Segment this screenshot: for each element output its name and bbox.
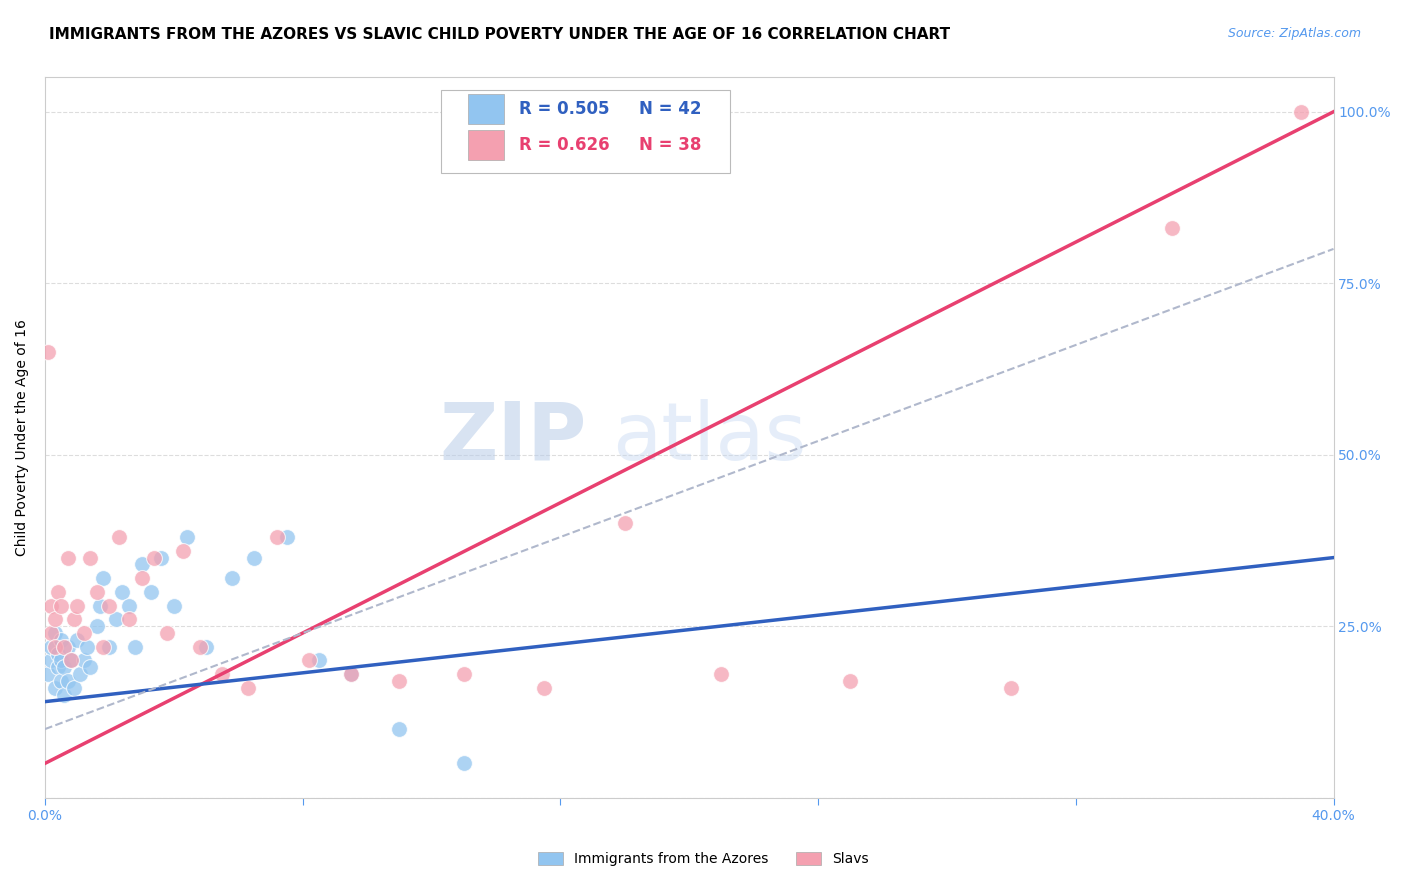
Point	[59, 653, 82, 667]
Point	[340, 667, 363, 681]
Point	[141, 585, 163, 599]
Point	[131, 558, 153, 572]
Point	[53, 660, 76, 674]
Point	[1291, 104, 1313, 119]
Point	[156, 626, 179, 640]
Point	[613, 516, 636, 531]
Point	[118, 612, 141, 626]
Point	[108, 530, 131, 544]
Point	[266, 530, 288, 544]
Text: R = 0.505: R = 0.505	[519, 100, 610, 118]
Point	[76, 640, 98, 654]
Point	[91, 571, 114, 585]
Point	[46, 585, 69, 599]
FancyBboxPatch shape	[440, 90, 731, 173]
Point	[453, 756, 475, 771]
Point	[236, 681, 259, 695]
Legend: Immigrants from the Azores, Slavs: Immigrants from the Azores, Slavs	[531, 847, 875, 871]
Point	[66, 599, 89, 613]
Point	[91, 640, 114, 654]
Point	[211, 667, 233, 681]
Point	[79, 550, 101, 565]
Point	[59, 653, 82, 667]
Point	[1000, 681, 1022, 695]
Text: IMMIGRANTS FROM THE AZORES VS SLAVIC CHILD POVERTY UNDER THE AGE OF 16 CORRELATI: IMMIGRANTS FROM THE AZORES VS SLAVIC CHI…	[49, 27, 950, 42]
Point	[104, 612, 127, 626]
Point	[46, 660, 69, 674]
Point	[86, 585, 108, 599]
Point	[710, 667, 733, 681]
Point	[176, 530, 198, 544]
Point	[37, 667, 59, 681]
Point	[243, 550, 266, 565]
Point	[86, 619, 108, 633]
Point	[49, 599, 72, 613]
Point	[111, 585, 134, 599]
Text: N = 38: N = 38	[638, 136, 702, 154]
Text: atlas: atlas	[612, 399, 806, 476]
Point	[276, 530, 298, 544]
Point	[41, 640, 63, 654]
Point	[49, 674, 72, 689]
Point	[41, 626, 63, 640]
Point	[79, 660, 101, 674]
Point	[308, 653, 330, 667]
Point	[41, 599, 63, 613]
Point	[49, 632, 72, 647]
Point	[89, 599, 111, 613]
Point	[173, 543, 195, 558]
Text: N = 42: N = 42	[638, 100, 702, 118]
Point	[69, 667, 91, 681]
Point	[143, 550, 166, 565]
Point	[98, 599, 121, 613]
Point	[44, 612, 66, 626]
Point	[44, 640, 66, 654]
Point	[37, 344, 59, 359]
Point	[56, 640, 79, 654]
Point	[533, 681, 555, 695]
Point	[1161, 221, 1184, 235]
Point	[340, 667, 363, 681]
FancyBboxPatch shape	[468, 94, 503, 124]
Point	[118, 599, 141, 613]
Point	[124, 640, 146, 654]
Point	[453, 667, 475, 681]
Point	[53, 640, 76, 654]
Text: Source: ZipAtlas.com: Source: ZipAtlas.com	[1227, 27, 1361, 40]
Point	[195, 640, 218, 654]
Point	[98, 640, 121, 654]
Point	[72, 653, 94, 667]
Point	[388, 722, 411, 736]
Text: ZIP: ZIP	[439, 399, 586, 476]
Point	[66, 632, 89, 647]
Y-axis label: Child Poverty Under the Age of 16: Child Poverty Under the Age of 16	[15, 319, 30, 556]
Point	[49, 653, 72, 667]
Point	[72, 626, 94, 640]
Point	[56, 674, 79, 689]
FancyBboxPatch shape	[468, 130, 503, 161]
Point	[839, 674, 862, 689]
Point	[41, 653, 63, 667]
Point	[188, 640, 211, 654]
Point	[221, 571, 243, 585]
Point	[63, 612, 86, 626]
Point	[163, 599, 186, 613]
Point	[46, 647, 69, 661]
Point	[388, 674, 411, 689]
Point	[53, 688, 76, 702]
Point	[44, 681, 66, 695]
Point	[149, 550, 172, 565]
Point	[63, 681, 86, 695]
Point	[44, 626, 66, 640]
Point	[131, 571, 153, 585]
Point	[56, 550, 79, 565]
Text: R = 0.626: R = 0.626	[519, 136, 610, 154]
Point	[298, 653, 321, 667]
